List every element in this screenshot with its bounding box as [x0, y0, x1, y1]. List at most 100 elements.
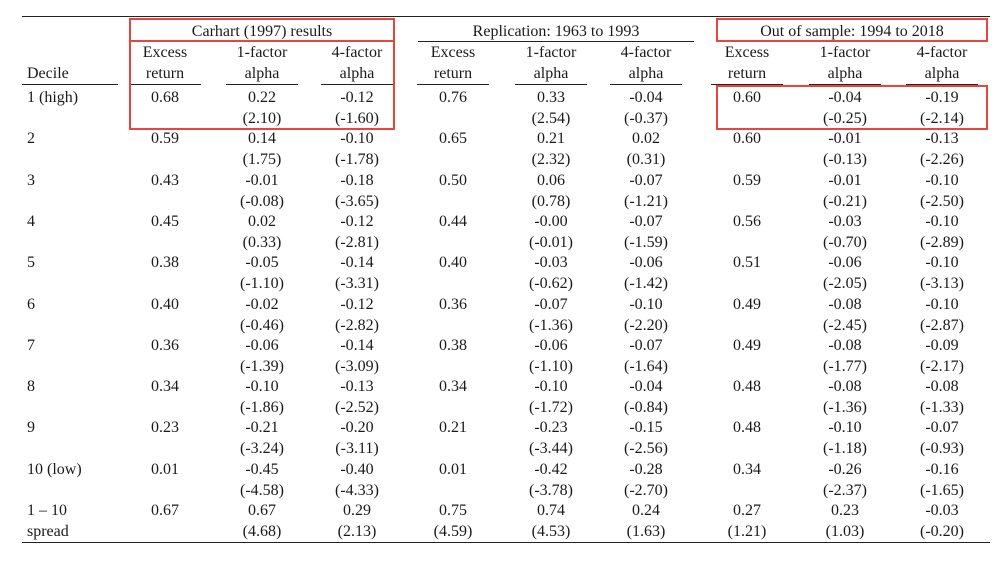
- t-stat-cell: (1.03): [825, 523, 865, 540]
- coefficient-cell: 0.34: [439, 378, 467, 396]
- coefficient-cell: -0.06: [245, 336, 279, 354]
- column-header-line1: 4-factor: [916, 44, 968, 61]
- coefficient-cell: -0.06: [629, 254, 663, 272]
- coefficient-cell: 0.67: [248, 502, 276, 519]
- coefficient-cell: -0.10: [925, 295, 959, 313]
- t-stat-cell: (-0.25): [823, 110, 867, 127]
- t-stat-cell: (-2.50): [920, 192, 964, 210]
- row-label: 1 (high): [27, 89, 79, 106]
- t-stat-cell: (0.78): [531, 192, 571, 210]
- t-stat-cell: (-1.64): [624, 357, 668, 375]
- coefficient-cell: 0.23: [151, 419, 179, 437]
- row-label: 6: [27, 295, 35, 313]
- coefficient-cell: -0.01: [245, 171, 279, 189]
- coefficient-cell: -0.21: [245, 419, 279, 437]
- coefficient-cell: -0.08: [828, 295, 862, 313]
- t-stat-cell: (-2.05): [823, 275, 867, 293]
- coefficient-cell: -0.28: [629, 460, 663, 478]
- coefficient-cell: 0.33: [537, 89, 565, 106]
- column-header-line2: alpha: [339, 65, 375, 82]
- coefficient-cell: 0.21: [537, 130, 565, 148]
- column-header-line2: alpha: [924, 65, 960, 82]
- coefficient-cell: -0.05: [245, 254, 279, 272]
- group-underline-out-of-sample: [716, 41, 988, 42]
- column-header-line1: Excess: [142, 44, 188, 61]
- t-stat-cell: (-1.65): [920, 481, 964, 499]
- coefficient-cell: 0.49: [733, 295, 761, 313]
- coefficient-cell: 0.02: [248, 212, 276, 230]
- row-label: 4: [27, 212, 35, 230]
- coefficient-cell: 0.67: [151, 502, 179, 519]
- t-stat-cell: (-1.59): [624, 233, 668, 251]
- group-title-carhart: Carhart (1997) results: [191, 23, 333, 40]
- coefficient-cell: -0.01: [828, 171, 862, 189]
- coefficient-cell: 0.50: [439, 171, 467, 189]
- coefficient-cell: -0.14: [340, 336, 374, 354]
- row-label: 2: [27, 130, 35, 148]
- coefficient-cell: 0.38: [439, 336, 467, 354]
- coefficient-cell: 0.40: [439, 254, 467, 272]
- coefficient-cell: 0.06: [537, 171, 565, 189]
- coefficient-cell: -0.10: [245, 378, 279, 396]
- coefficient-cell: -0.03: [925, 502, 959, 519]
- coefficient-cell: -0.06: [534, 336, 568, 354]
- row-label: 1 – 10: [27, 502, 67, 519]
- coefficient-cell: -0.00: [534, 212, 568, 230]
- t-stat-cell: (-0.46): [240, 316, 284, 334]
- coefficient-cell: 0.36: [151, 336, 179, 354]
- column-header-underline: [711, 84, 783, 85]
- t-stat-cell: (1.21): [727, 523, 767, 540]
- coefficient-cell: -0.19: [925, 89, 959, 106]
- t-stat-cell: (-3.31): [335, 275, 379, 293]
- t-stat-cell: (-1.42): [624, 275, 668, 293]
- column-header-line2: alpha: [827, 65, 863, 82]
- t-stat-cell: (-3.65): [335, 192, 379, 210]
- coefficient-cell: -0.04: [629, 378, 663, 396]
- t-stat-cell: (-1.21): [624, 192, 668, 210]
- coefficient-cell: 0.49: [733, 336, 761, 354]
- coefficient-cell: 0.34: [733, 460, 761, 478]
- t-stat-cell: (4.68): [242, 523, 282, 540]
- column-header-line2: alpha: [533, 65, 569, 82]
- coefficient-cell: 0.59: [733, 171, 761, 189]
- coefficient-cell: -0.12: [340, 89, 374, 106]
- t-stat-cell: (-2.20): [624, 316, 668, 334]
- column-header-line2: return: [727, 65, 767, 82]
- column-header-line2: alpha: [628, 65, 664, 82]
- coefficient-cell: -0.15: [629, 419, 663, 437]
- t-stat-cell: (-1.86): [240, 399, 284, 417]
- t-stat-cell: (-0.21): [823, 192, 867, 210]
- t-stat-cell: (-2.26): [920, 151, 964, 169]
- t-stat-cell: (4.53): [531, 523, 571, 540]
- t-stat-cell: (-3.78): [529, 481, 573, 499]
- t-stat-cell: (-2.82): [335, 316, 379, 334]
- t-stat-cell: (4.59): [433, 523, 473, 540]
- coefficient-cell: -0.10: [828, 419, 862, 437]
- t-stat-cell: (0.33): [242, 233, 282, 251]
- coefficient-cell: -0.12: [340, 295, 374, 313]
- coefficient-cell: -0.26: [828, 460, 862, 478]
- coefficient-cell: -0.10: [925, 254, 959, 272]
- t-stat-cell: (-1.39): [240, 357, 284, 375]
- t-stat-cell: (-3.44): [529, 440, 573, 458]
- coefficient-cell: -0.10: [340, 130, 374, 148]
- t-stat-cell: (-0.08): [240, 192, 284, 210]
- coefficient-cell: 0.48: [733, 378, 761, 396]
- coefficient-cell: -0.10: [925, 171, 959, 189]
- t-stat-cell: (-1.10): [529, 357, 573, 375]
- coefficient-cell: 0.29: [343, 502, 371, 519]
- t-stat-cell: (-1.36): [823, 399, 867, 417]
- coefficient-cell: 0.60: [733, 130, 761, 148]
- coefficient-cell: 0.56: [733, 212, 761, 230]
- coefficient-cell: -0.09: [925, 336, 959, 354]
- coefficient-cell: 0.59: [151, 130, 179, 148]
- t-stat-cell: (-2.81): [335, 233, 379, 251]
- coefficient-cell: -0.10: [534, 378, 568, 396]
- coefficient-cell: -0.08: [828, 378, 862, 396]
- t-stat-cell: (1.75): [242, 151, 282, 169]
- coefficient-cell: -0.14: [340, 254, 374, 272]
- column-header-line1: 4-factor: [620, 44, 672, 61]
- column-header-underline: [515, 84, 587, 85]
- coefficient-cell: 0.36: [439, 295, 467, 313]
